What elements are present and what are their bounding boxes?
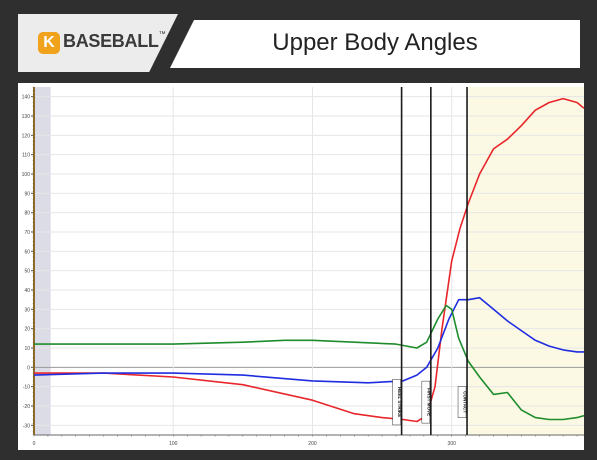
y-tick-label: 130 — [22, 114, 31, 120]
y-tick-label: 70 — [24, 230, 30, 236]
logo-trademark: ™ — [158, 31, 166, 38]
event-label-box — [457, 386, 467, 418]
logo-badge-icon: K — [38, 32, 60, 54]
page-title: Upper Body Angles — [272, 29, 478, 56]
y-tick-label: 120 — [22, 133, 31, 139]
y-tick-label: 20 — [24, 327, 30, 333]
y-tick-label: 30 — [24, 307, 30, 313]
logo-text: BASEBALL — [63, 31, 159, 51]
y-tick-label: 140 — [22, 95, 31, 101]
event-label-box — [421, 380, 431, 424]
header: K BASEBALL™ Upper Body Angles — [18, 14, 583, 72]
event-label: HEEL STRIKE — [397, 387, 402, 417]
shaded-region-highlight — [468, 87, 584, 435]
event-label-box — [392, 379, 401, 426]
y-tick-label: -10 — [23, 385, 30, 391]
y-tick-label: 90 — [24, 191, 30, 197]
y-tick-label: 60 — [24, 249, 30, 255]
x-tick-label: 300 — [448, 441, 457, 447]
logo-panel: K BASEBALL™ — [18, 14, 178, 72]
x-tick-label: 200 — [308, 441, 317, 447]
y-tick-label: 50 — [24, 269, 30, 275]
y-tick-label: 40 — [24, 288, 30, 294]
x-tick-label: 0 — [33, 441, 36, 447]
y-tick-label: 0 — [27, 365, 30, 371]
chart-area: -30 -20 -10 0 10 20 30 40 50 60 70 80 90 100 110 120 130… — [18, 83, 584, 450]
event-label: CONTACT — [463, 391, 468, 413]
series-line-blue — [33, 296, 584, 384]
logo-wordmark: BASEBALL™ — [63, 31, 166, 52]
y-tick-label: 110 — [22, 153, 30, 159]
x-tick-label: 100 — [169, 441, 178, 447]
y-tick-label: 80 — [24, 211, 30, 217]
series-line-green — [34, 304, 584, 421]
y-tick-label: 10 — [24, 346, 30, 352]
shaded-region-left — [34, 87, 51, 435]
series-line-red — [34, 97, 584, 423]
line-chart[interactable]: -30 -20 -10 0 10 20 30 40 50 60 70 80 90 100 110 120 130… — [18, 83, 584, 450]
event-label: FIRST MOVE — [426, 388, 431, 416]
y-tick-label: -30 — [23, 423, 30, 429]
y-tick-label: -20 — [23, 404, 30, 410]
y-tick-label: 100 — [22, 172, 31, 178]
title-panel: Upper Body Angles — [170, 20, 580, 68]
